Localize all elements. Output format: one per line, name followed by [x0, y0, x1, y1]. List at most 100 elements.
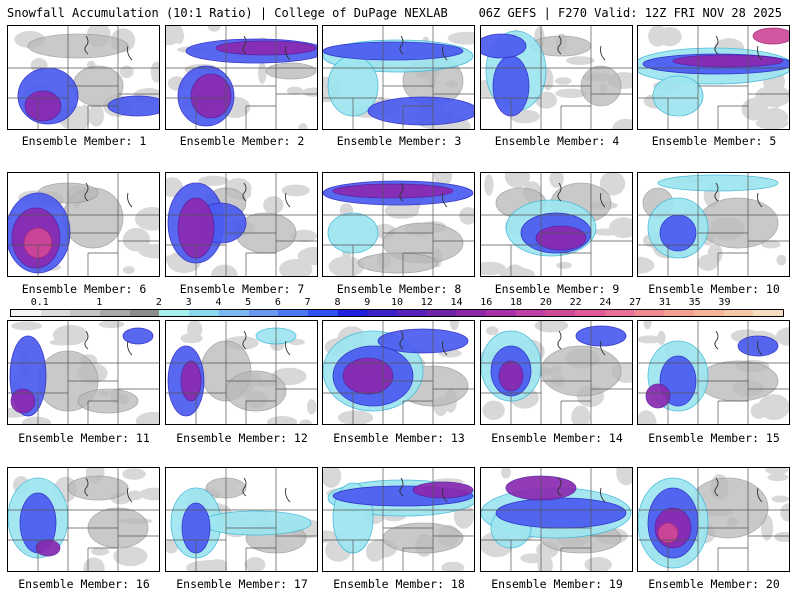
snowfall-area	[752, 27, 789, 45]
light-snow-area	[281, 184, 310, 197]
light-snow-area	[98, 321, 125, 329]
snowfall-map	[481, 468, 632, 571]
snowfall-map	[638, 26, 789, 129]
snowfall-area	[265, 62, 317, 80]
colorbar-tick-label: 35	[688, 297, 701, 308]
colorbar-swatch	[248, 310, 279, 316]
river-line	[84, 35, 133, 61]
snowfall-map	[323, 173, 474, 276]
light-snow-area	[554, 77, 572, 85]
light-snow-area	[135, 207, 159, 231]
snowfall-area	[215, 40, 317, 56]
colorbar-tick-label: 2	[155, 297, 162, 308]
light-snow-area	[697, 254, 718, 271]
light-snow-area	[771, 495, 789, 503]
light-snow-area	[571, 405, 591, 424]
colorbar-swatch	[337, 310, 368, 316]
light-snow-area	[501, 468, 511, 479]
light-snow-area	[609, 217, 632, 238]
colorbar-tick-label: 22	[569, 297, 582, 308]
light-snow-area	[486, 326, 499, 336]
light-snow-area	[556, 262, 572, 269]
snowfall-area	[225, 370, 287, 412]
snowfall-map	[8, 26, 159, 129]
member-caption: Ensemble Member: 5	[651, 134, 777, 148]
light-snow-area	[299, 419, 312, 424]
light-snow-area	[584, 557, 612, 571]
colorbar-swatch	[307, 310, 338, 316]
colorbar-tick-label: 24	[599, 297, 612, 308]
snowfall-map	[638, 173, 789, 276]
member-caption: Ensemble Member: 14	[491, 431, 623, 445]
snowfall-area	[535, 225, 587, 251]
snowfall-area	[27, 33, 129, 59]
ensemble-panel-5	[637, 25, 790, 130]
colorbar-swatch	[11, 310, 41, 316]
snowfall-map	[166, 26, 317, 129]
member-caption: Ensemble Member: 17	[176, 577, 308, 591]
snowfall-map	[166, 321, 317, 424]
ensemble-panel-11	[7, 320, 160, 425]
light-snow-area	[122, 266, 135, 274]
colorbar-tick-label: 27	[629, 297, 642, 308]
ensemble-panel-1	[7, 25, 160, 130]
colorbar-tick-label: 39	[718, 297, 731, 308]
river-line	[84, 477, 133, 503]
river-line	[714, 35, 763, 61]
colorbar-swatch	[515, 310, 546, 316]
ensemble-panel-17	[165, 467, 318, 572]
colorbar-swatch	[664, 310, 694, 316]
light-snow-area	[279, 259, 313, 276]
chart-title: Snowfall Accumulation (10:1 Ratio) | Col…	[7, 6, 448, 20]
light-snow-area	[302, 87, 317, 97]
snowfall-area	[495, 497, 627, 529]
member-caption: Ensemble Member: 1	[21, 134, 147, 148]
snowfall-map	[323, 26, 474, 129]
ensemble-panel-10	[637, 172, 790, 277]
snowfall-area	[659, 214, 697, 252]
light-snow-area	[534, 321, 569, 333]
light-snow-area	[267, 196, 281, 214]
colorbar-swatch	[634, 310, 665, 316]
snowfall-area	[35, 539, 61, 557]
light-snow-area	[21, 416, 52, 424]
member-caption: Ensemble Member: 11	[18, 431, 150, 445]
light-snow-area	[441, 561, 465, 571]
snowfall-area	[342, 357, 394, 395]
light-snow-area	[328, 256, 364, 276]
light-snow-area	[83, 557, 105, 571]
colorbar-tick-label: 18	[510, 297, 523, 308]
colorbar-swatch	[40, 310, 71, 316]
colorbar-swatch	[604, 310, 635, 316]
light-snow-area	[638, 256, 655, 274]
light-snow-area	[207, 26, 221, 32]
snowfall-area	[481, 33, 527, 59]
light-snow-area	[555, 88, 588, 98]
snowfall-area	[323, 41, 464, 61]
river-line	[242, 330, 291, 356]
light-snow-area	[481, 261, 506, 276]
light-snow-area	[643, 321, 652, 330]
river-line	[84, 330, 133, 356]
colorbar-tick-label: 10	[390, 297, 404, 308]
light-snow-area	[286, 86, 303, 95]
member-caption: Ensemble Member: 6	[21, 282, 147, 296]
colorbar-swatch	[218, 310, 249, 316]
light-snow-area	[258, 61, 267, 84]
colorbar-swatch	[70, 310, 101, 316]
light-snow-area	[192, 560, 228, 571]
snowfall-area	[24, 90, 62, 122]
colorbar-swatch	[396, 310, 427, 316]
snowfall-map	[481, 173, 632, 276]
ensemble-panel-8	[322, 172, 475, 277]
colorbar-swatch	[278, 310, 308, 316]
ensemble-panel-19	[480, 467, 633, 572]
colorbar-tick-label: 5	[245, 297, 252, 308]
ensemble-panel-3	[322, 25, 475, 130]
snowfall-area	[122, 327, 154, 345]
light-snow-area	[504, 173, 531, 189]
colorbar-tick-label: 1	[96, 297, 103, 308]
snowfall-map	[8, 468, 159, 571]
colorbar-tick-label: 14	[450, 297, 463, 308]
snowfall-area	[190, 73, 232, 119]
